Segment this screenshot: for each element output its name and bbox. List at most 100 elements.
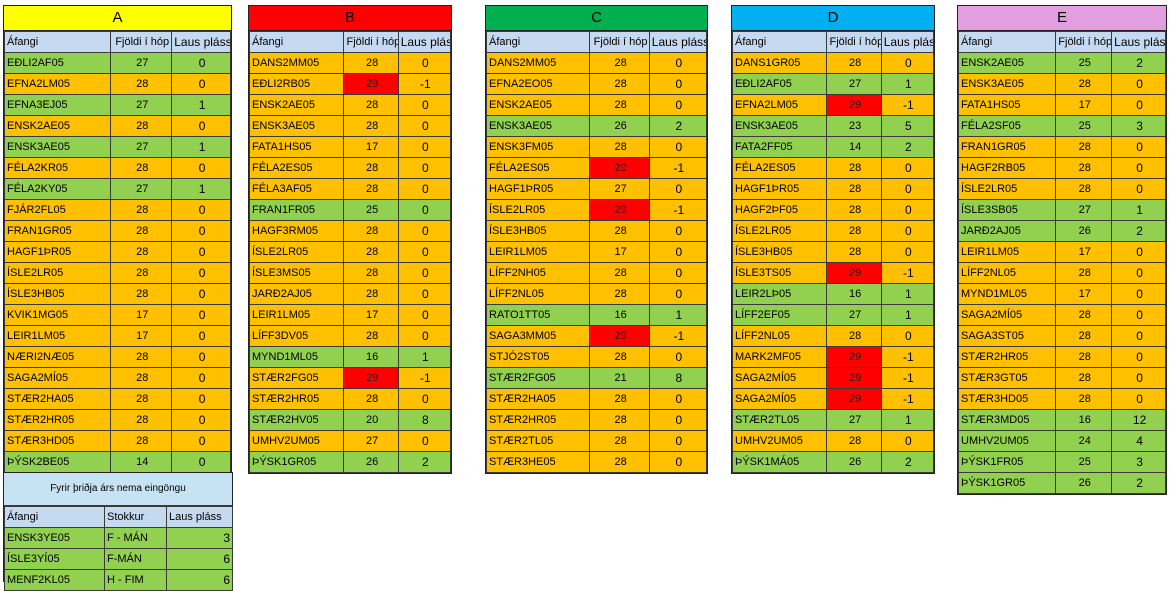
course-code: LÍFF2NH05 (485, 262, 591, 284)
table-row: JARÐ2AJ05 28 0 (248, 283, 452, 305)
course-code: STÆR2HR05 (248, 388, 345, 410)
course-code: ENSK3AE05 (248, 115, 345, 137)
free-seats: 0 (880, 157, 935, 179)
free-seats: 0 (648, 241, 708, 263)
free-seats: 0 (397, 178, 452, 200)
group-size: 26 (343, 451, 399, 473)
course-code: HAGF1ÞR05 (3, 241, 112, 263)
course-code: STÆR2TL05 (731, 409, 828, 431)
course-code: ÍSLE3SB05 (957, 199, 1057, 221)
group-size: 28 (589, 451, 650, 473)
free-seats: 0 (1111, 136, 1166, 158)
course-code: FÉLA2SF05 (957, 115, 1057, 137)
course-code: SAGA3MM05 (485, 325, 591, 347)
block-title: C (486, 6, 707, 31)
group-size: 28 (826, 241, 882, 263)
free-seats: 0 (1111, 367, 1166, 389)
group-size: 27 (826, 409, 882, 431)
free-seats: 0 (397, 157, 452, 179)
course-code: EFNA3EJ05 (3, 94, 112, 116)
group-size: 27 (826, 73, 882, 95)
group-size: 28 (589, 262, 650, 284)
table-row: HAGF3RM05 28 0 (248, 220, 452, 242)
free-seats: 0 (1111, 346, 1166, 368)
table-row: SAGA2MÍ05 29 -1 (731, 367, 935, 389)
table-row: ÍSLE2LR05 29 -1 (485, 199, 708, 221)
group-size: 26 (1055, 472, 1113, 494)
course-code: DANS1GR05 (731, 52, 828, 74)
course-code: ENSK3AE05 (3, 136, 112, 158)
table-row: DANS2MM05 28 0 (248, 52, 452, 74)
free-seats: 2 (397, 451, 452, 473)
group-size: 28 (110, 262, 173, 284)
table-row: HAGF1ÞR05 27 0 (485, 178, 708, 200)
course-code: EFNA2EO05 (485, 73, 591, 95)
table-row: ÞÝSK1MÁ05 26 2 (731, 451, 935, 473)
free-seats: 2 (1111, 472, 1166, 494)
course-code: EFNA2LM05 (731, 94, 828, 116)
free-seats: 0 (880, 220, 935, 242)
table-row: LEIR1LM05 17 0 (248, 304, 452, 326)
free-seats: 0 (171, 367, 231, 389)
group-size: 27 (110, 94, 173, 116)
group-size: 25 (343, 199, 399, 221)
course-code: RATO1TT05 (485, 304, 591, 326)
course-code: STÆR2HR05 (485, 409, 591, 431)
group-size: 28 (589, 94, 650, 116)
free-seats: 1 (880, 304, 935, 326)
group-size: 28 (826, 220, 882, 242)
group-size: 28 (110, 199, 173, 221)
table-row: FATA1HS05 17 0 (957, 94, 1166, 116)
table-row: HAGF1ÞR05 28 0 (3, 241, 231, 263)
course-code: ÍSLE3MS05 (248, 262, 345, 284)
table-row: STÆR2HA05 28 0 (485, 388, 708, 410)
free-seats: 0 (648, 52, 708, 74)
group-size: 29 (589, 199, 650, 221)
table-row: ENSK3FM05 28 0 (485, 136, 708, 158)
group-size: 28 (343, 94, 399, 116)
course-code: HAGF1ÞR05 (731, 178, 828, 200)
free-seats: 0 (397, 283, 452, 305)
col-free-seats: Laus pláss (648, 31, 708, 53)
group-size: 27 (826, 304, 882, 326)
table-row: ENSK3AE05 28 0 (248, 115, 452, 137)
free-seats: 2 (1111, 220, 1166, 242)
table-row: ÍSLE3MS05 28 0 (248, 262, 452, 284)
third-year-note: Fyrir þriðja árs nema eingöngu Áfangi St… (3, 472, 233, 591)
table-row: FÉLA2SF05 25 3 (957, 115, 1166, 137)
course-code: MYND1ML05 (248, 346, 345, 368)
group-size: 26 (1055, 220, 1113, 242)
group-size: 28 (826, 199, 882, 221)
free-seats: 0 (648, 283, 708, 305)
col-group-size: Fjöldi í hóp (343, 31, 399, 53)
course-code: EFNA2LM05 (3, 73, 112, 95)
course-code: UMHV2UM05 (248, 430, 345, 452)
table-row: ÍSLE3HB05 28 0 (485, 220, 708, 242)
note-col-slot: Stokkur (104, 506, 167, 528)
group-size: 28 (589, 409, 650, 431)
group-size: 28 (343, 220, 399, 242)
group-size: 28 (1055, 388, 1113, 410)
free-seats: 0 (1111, 241, 1166, 263)
note-col-course: Áfangi (4, 506, 105, 528)
course-code: MYND1ML05 (957, 283, 1057, 305)
free-seats: -1 (880, 94, 935, 116)
free-seats: 8 (397, 409, 452, 431)
note-slot: F-MÁN (104, 548, 167, 570)
table-row: STÆR3MD05 16 12 (957, 409, 1166, 431)
col-free-seats: Laus pláss (397, 31, 452, 53)
table-row: HAGF2RB05 28 0 (957, 157, 1166, 179)
free-seats: 0 (397, 388, 452, 410)
table-row: FÉLA2ES05 28 0 (248, 157, 452, 179)
free-seats: 0 (171, 199, 231, 221)
course-code: STÆR3MD05 (957, 409, 1057, 431)
group-size: 28 (589, 136, 650, 158)
course-code: ÍSLE2LR05 (3, 262, 112, 284)
course-code: FÉLA2ES05 (485, 157, 591, 179)
free-seats: 0 (1111, 283, 1166, 305)
table-row: UMHV2UM05 24 4 (957, 430, 1166, 452)
table-row: ÍSLE2LR05 28 0 (248, 241, 452, 263)
group-size: 14 (826, 136, 882, 158)
